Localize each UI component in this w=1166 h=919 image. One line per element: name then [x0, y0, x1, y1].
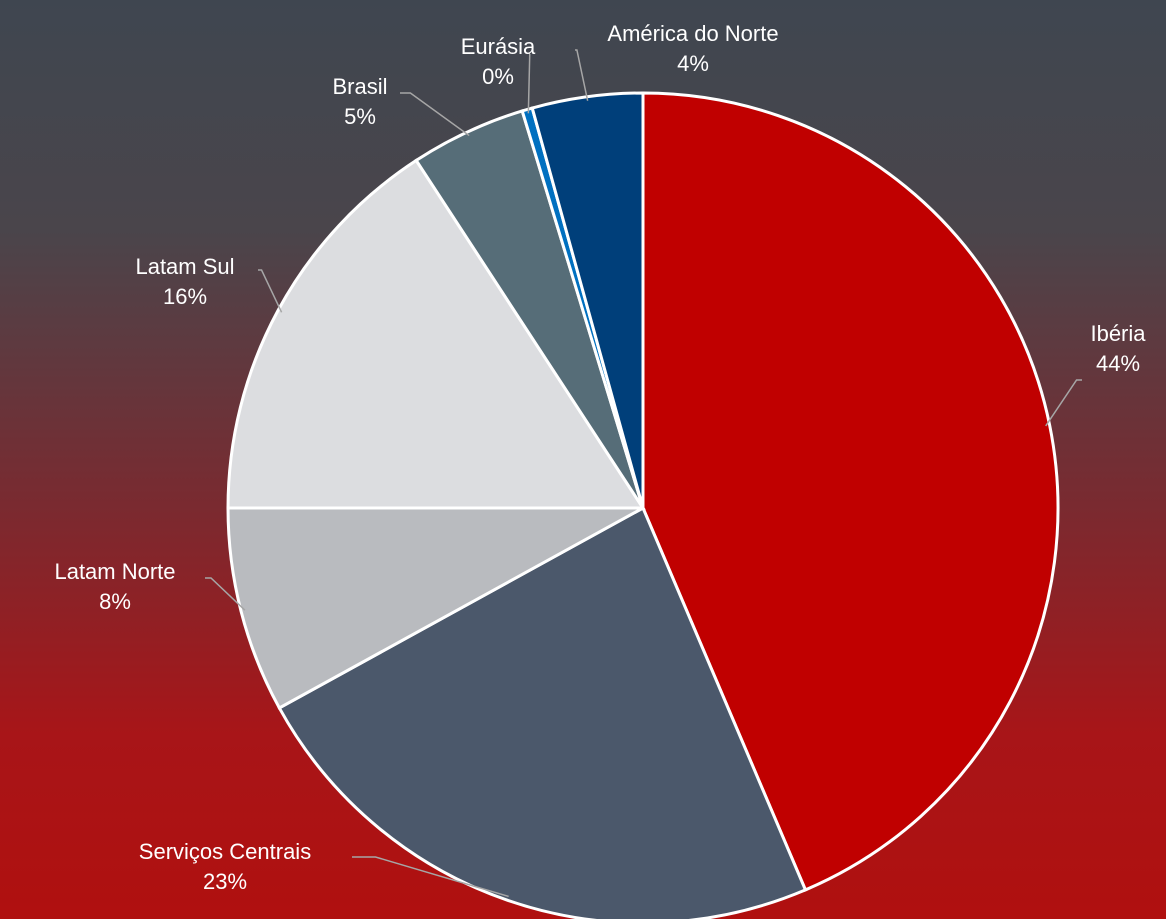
slice-label: Eurásia: [461, 34, 536, 59]
slice-label: Ibéria: [1090, 321, 1146, 346]
leader-line: [527, 53, 531, 114]
slice-value-label: 5%: [344, 104, 376, 129]
slice-value-label: 4%: [677, 51, 709, 76]
slice-label: América do Norte: [607, 21, 778, 46]
leader-line: [258, 269, 283, 313]
pie-slice: [641, 91, 1060, 892]
slice-value-label: 8%: [99, 589, 131, 614]
slice-label: Serviços Centrais: [139, 839, 311, 864]
slice-label: Latam Norte: [54, 559, 175, 584]
slice-value-label: 44%: [1096, 351, 1140, 376]
pie-slice: [226, 158, 646, 510]
leader-line: [1045, 379, 1082, 427]
slice-value-label: 16%: [163, 284, 207, 309]
slice-label: Brasil: [332, 74, 387, 99]
slice-value-label: 0%: [482, 64, 514, 89]
leader-line: [205, 577, 246, 611]
slice-value-label: 23%: [203, 869, 247, 894]
pie-slice: [226, 506, 644, 710]
pie-slice: [277, 505, 808, 919]
leader-line: [575, 49, 589, 101]
slice-label: Latam Sul: [135, 254, 234, 279]
leader-line: [352, 856, 509, 898]
leader-line: [400, 92, 470, 137]
